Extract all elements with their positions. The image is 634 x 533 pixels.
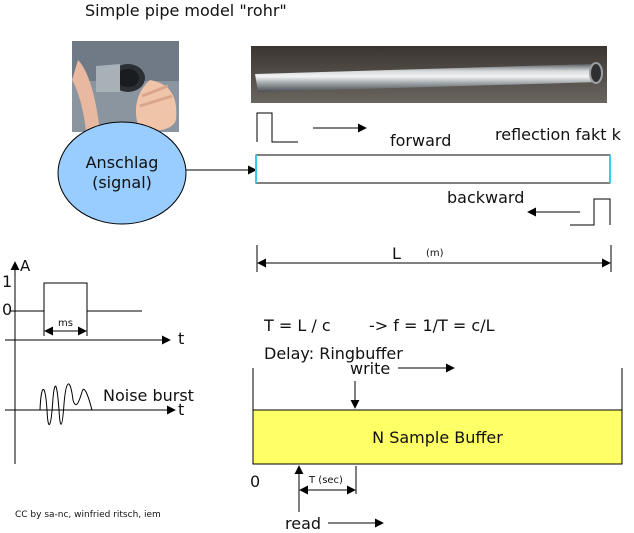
length-label: L <box>392 244 401 263</box>
hand-pipe-photo <box>72 41 179 132</box>
frequency-formula: -> f = 1/T = c/L <box>369 316 495 335</box>
length-unit: (m) <box>426 248 444 259</box>
amplitude-zero-label: 0 <box>2 300 13 319</box>
forward-pulse <box>256 112 298 143</box>
credit-text: CC by sa-nc, winfried ritsch, iem <box>15 510 161 520</box>
amplitude-one-label: 1 <box>2 272 13 291</box>
delay-time-label: T (sec) <box>309 475 343 486</box>
signal-ellipse <box>57 121 187 225</box>
delay-label: Delay: Ringbuffer <box>264 344 403 363</box>
amplitude-axis-label: A <box>20 257 31 275</box>
reflection-label: reflection fakt k <box>495 125 621 144</box>
pipe-rect <box>255 154 611 184</box>
pulse-width-label: ms <box>58 318 73 329</box>
signal-label: Anschlag (signal) <box>58 153 186 193</box>
noise-plot <box>5 383 176 425</box>
time-axis-label: t <box>178 329 185 348</box>
signal-label-line2: (signal) <box>92 173 152 192</box>
backward-pulse <box>570 198 611 226</box>
pulse-plot <box>5 261 171 464</box>
buffer-origin-label: 0 <box>250 472 261 491</box>
signal-label-line1: Anschlag <box>85 153 159 172</box>
buffer-label: N Sample Buffer <box>372 428 503 447</box>
diagram-title: Simple pipe model "rohr" <box>85 1 287 20</box>
forward-label: forward <box>390 131 452 150</box>
noise-burst-label: Noise burst <box>103 386 194 405</box>
noise-time-axis-label: t <box>178 400 185 419</box>
period-formula: T = L / c <box>264 316 331 335</box>
write-label: write <box>350 359 391 378</box>
pipe-photo <box>251 46 607 103</box>
backward-label: backward <box>447 188 525 207</box>
sample-buffer <box>252 409 623 465</box>
read-label: read <box>285 514 322 533</box>
